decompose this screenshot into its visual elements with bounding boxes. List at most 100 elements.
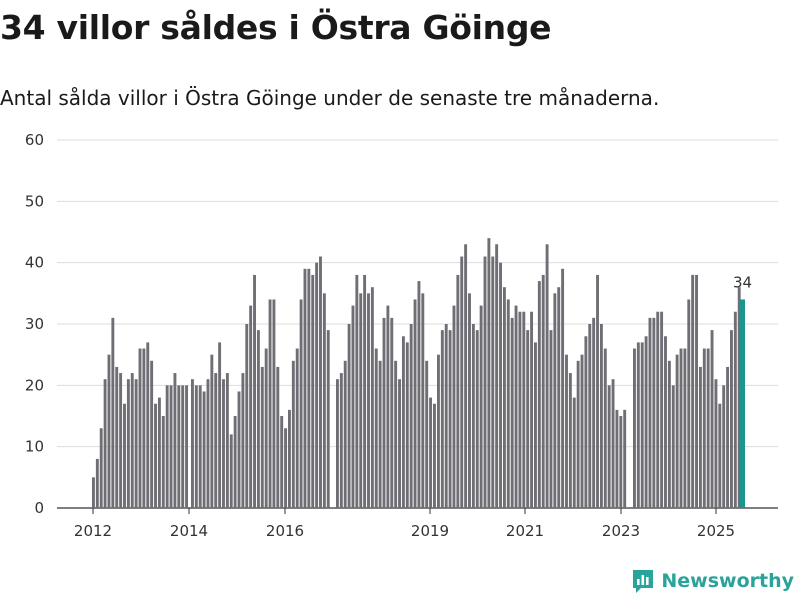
bar [367, 293, 370, 508]
bar-highlight [740, 299, 745, 508]
bar [584, 336, 588, 508]
chart-subtitle: Antal sålda villor i Östra Göinge under … [0, 86, 660, 110]
brand-name: Newsworthy [661, 570, 794, 592]
bar [425, 360, 429, 508]
bar [256, 330, 260, 508]
bar [401, 336, 405, 508]
bar [671, 385, 675, 508]
bar [545, 244, 549, 508]
bar [291, 360, 295, 508]
x-tick-label: 2016 [266, 522, 304, 540]
x-tick-label: 2019 [411, 522, 449, 540]
bar [714, 379, 718, 508]
bar [698, 366, 702, 508]
x-tick-label: 2023 [602, 522, 640, 540]
bar [468, 293, 471, 508]
bar [191, 379, 194, 508]
bar [656, 311, 660, 508]
bar [173, 373, 177, 508]
bar [249, 305, 253, 508]
bar [276, 366, 280, 508]
bar [421, 293, 425, 508]
bar [150, 360, 154, 508]
bar [592, 317, 596, 508]
bar [355, 274, 359, 508]
bar [460, 256, 464, 508]
bar [726, 366, 730, 508]
bar [185, 385, 189, 508]
bar [154, 403, 157, 508]
bar [537, 281, 541, 508]
bar [295, 348, 299, 508]
bar [107, 354, 111, 508]
bar [640, 342, 644, 508]
bar [319, 256, 322, 508]
bar [599, 324, 603, 508]
bar [142, 348, 146, 508]
bar [307, 268, 311, 508]
bar [146, 342, 150, 508]
bar [111, 317, 115, 508]
bar [722, 385, 726, 508]
bar [99, 428, 103, 508]
bar [437, 354, 440, 508]
bar [92, 477, 95, 508]
bar [288, 409, 291, 508]
bar [347, 324, 351, 508]
bar [530, 311, 534, 508]
bar [611, 379, 615, 508]
bar [561, 268, 565, 508]
bar [233, 416, 237, 508]
bar [218, 342, 222, 508]
bar [588, 324, 592, 508]
bar [272, 299, 276, 508]
bar [181, 385, 185, 508]
bar [339, 373, 343, 508]
bar [370, 287, 374, 508]
y-tick-label: 50 [25, 192, 44, 210]
bar [169, 385, 173, 508]
bar [648, 317, 652, 508]
bar [718, 403, 722, 508]
newsworthy-logo-icon [633, 570, 654, 593]
bar [652, 317, 656, 508]
bar [198, 385, 202, 508]
bar [157, 397, 161, 508]
bar [464, 244, 468, 508]
bar [326, 330, 330, 508]
newsworthy-logo[interactable]: Newsworthy [631, 568, 794, 594]
bar [126, 379, 130, 508]
bars-layer [92, 238, 745, 508]
bar [514, 305, 518, 508]
bar [268, 299, 272, 508]
bar [315, 262, 319, 508]
bar [568, 373, 572, 508]
bar [667, 360, 671, 508]
bar [284, 428, 288, 508]
bar [398, 379, 401, 508]
bar [479, 305, 483, 508]
bar [222, 379, 225, 508]
bar [311, 274, 315, 508]
chart-title: 34 villor såldes i Östra Göinge [0, 8, 552, 47]
bar [210, 354, 214, 508]
bar [623, 409, 627, 508]
bar [386, 305, 390, 508]
bar [733, 311, 737, 508]
y-tick-label: 40 [25, 254, 44, 272]
bar [245, 324, 249, 508]
bar [343, 360, 347, 508]
data-label: 34 [733, 273, 752, 291]
bar [433, 403, 436, 508]
bar [737, 287, 741, 508]
bar [351, 305, 355, 508]
bar [522, 311, 526, 508]
bar [534, 342, 537, 508]
bar [633, 348, 636, 508]
bar [683, 348, 687, 508]
bar [390, 317, 394, 508]
x-tick-label: 2025 [697, 522, 735, 540]
bar [675, 354, 679, 508]
bar [405, 342, 409, 508]
bar [299, 299, 303, 508]
